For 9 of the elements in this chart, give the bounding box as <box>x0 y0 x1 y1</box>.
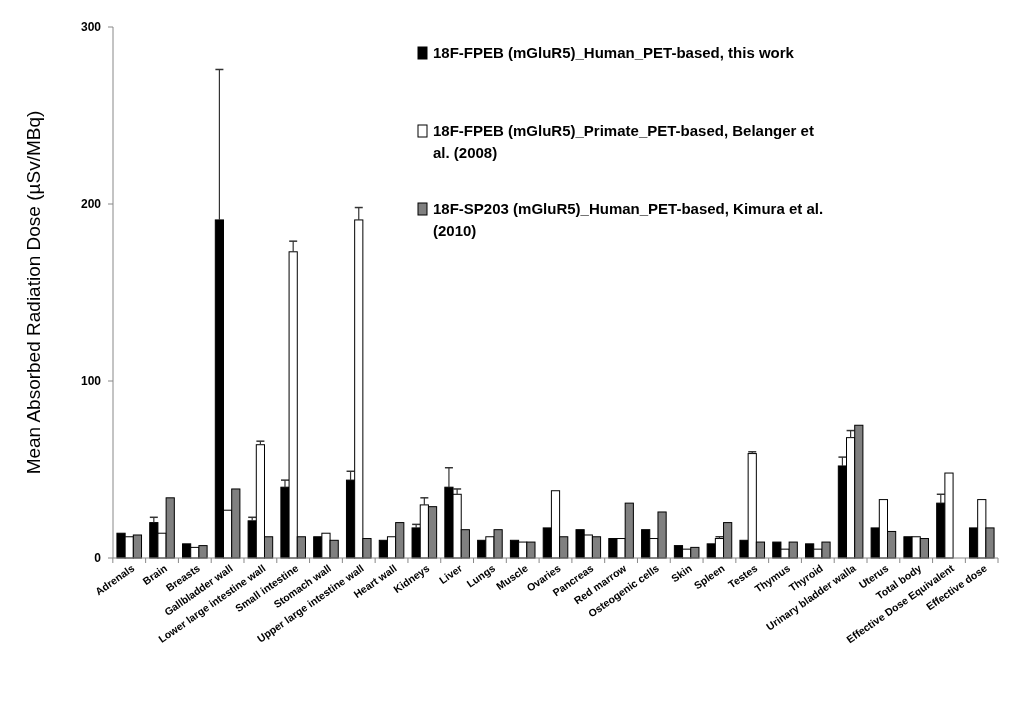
x-tick-label: Skin <box>668 561 694 585</box>
y-tick-label: 0 <box>94 551 102 566</box>
y-tick-label: 200 <box>80 197 102 212</box>
legend-label: 18F-FPEB (mGluR5)_Primate_PET-based, Belanger et al. (2008) <box>433 122 814 161</box>
y-axis-title: Mean Absorbed Radiation Dose (µSv/MBq) <box>23 110 44 475</box>
legend-label: 18F-FPEB (mGluR5)_Human_PET-based, this work <box>433 44 795 61</box>
legend-label: 18F-SP203 (mGluR5)_Human_PET-based, Kimura et al. (2010) <box>433 200 824 239</box>
y-tick-label: 100 <box>80 374 102 389</box>
y-tick-label: 300 <box>80 20 102 35</box>
